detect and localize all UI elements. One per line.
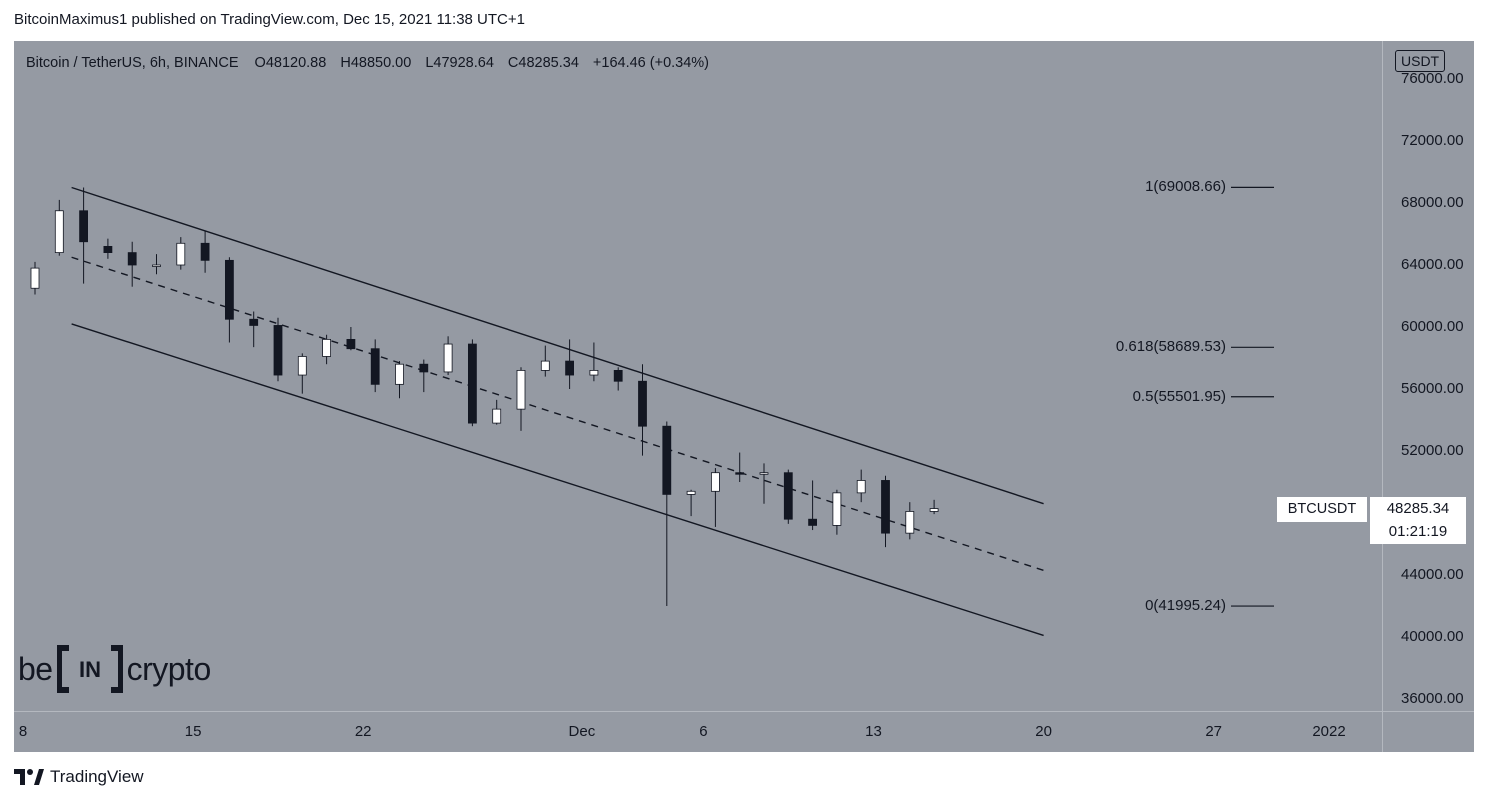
time-axis-tick-label: 15: [184, 723, 202, 740]
legend-high-label: H: [340, 55, 351, 71]
chart-frame[interactable]: Bitcoin / TetherUS, 6h, BINANCE O48120.8…: [14, 41, 1474, 752]
candle-body: [297, 356, 307, 376]
candle-body: [54, 210, 64, 253]
time-axis-tick-label: 2022: [1312, 723, 1346, 740]
candle-body: [565, 360, 574, 376]
legend-open: 48120.88: [265, 55, 327, 71]
candle-body: [395, 363, 404, 385]
candle-body: [662, 425, 672, 495]
candle-body: [273, 325, 283, 376]
footer-brand: TradingView: [50, 767, 144, 786]
candle-body: [783, 472, 793, 520]
legend-close-label: C: [507, 55, 519, 71]
candle-body: [881, 480, 890, 534]
time-axis-tick-label: 22: [354, 723, 372, 740]
candle-body: [176, 242, 186, 266]
currency-button[interactable]: USDT: [1395, 50, 1446, 72]
legend-close: 48285.34: [518, 55, 579, 71]
time-axis-tick-label: 8: [18, 723, 28, 740]
candle-body: [370, 348, 380, 385]
channel-median-line: [71, 256, 1044, 572]
channel-upper-line: [71, 186, 1044, 505]
price-axis-divider: [1382, 41, 1383, 752]
fib-level-label[interactable]: 1(69008.66): [1145, 178, 1226, 196]
candle-body: [686, 490, 696, 495]
symbol-price-tag: BTCUSDT: [1277, 497, 1367, 522]
candle-body: [467, 343, 477, 424]
price-axis-tick-label: 68000.00: [1401, 194, 1464, 211]
candle-body: [200, 242, 210, 261]
legend-symbol: Bitcoin / TetherUS, 6h, BINANCE: [26, 55, 239, 71]
candle-body: [79, 210, 88, 243]
candle-body: [516, 369, 526, 410]
price-axis-tick-label: 44000.00: [1401, 566, 1464, 583]
logo-text-right: crypto: [126, 650, 212, 687]
logo-text-left: be: [18, 650, 53, 687]
legend-low-label: L: [425, 55, 434, 71]
beincrypto-logo: be IN crypto: [18, 644, 211, 694]
legend-low: 47928.64: [433, 55, 494, 71]
time-axis-divider: [14, 711, 1474, 712]
last-price-value: 48285.34: [1386, 500, 1450, 517]
candle-body: [492, 408, 502, 424]
candle-body: [346, 338, 356, 350]
legend-high: 48850.00: [350, 55, 412, 71]
candle-body: [832, 492, 842, 526]
candle-body: [735, 472, 745, 475]
publish-info: BitcoinMaximus1 published on TradingView…: [14, 11, 525, 28]
logo-text-middle: IN: [79, 657, 101, 682]
legend-open-label: O: [254, 55, 266, 71]
bar-countdown: 01:21:19: [1388, 523, 1448, 540]
candle-body: [540, 360, 550, 371]
chart-plot[interactable]: [14, 41, 1474, 752]
time-axis-tick-label: 27: [1205, 723, 1223, 740]
candle-body: [856, 480, 866, 494]
price-axis-tick-label: 56000.00: [1401, 380, 1464, 397]
symbol-legend[interactable]: Bitcoin / TetherUS, 6h, BINANCE O48120.8…: [26, 55, 713, 71]
fib-level-label[interactable]: 0(41995.24): [1145, 597, 1226, 615]
tradingview-logo-icon: [14, 769, 44, 785]
candle-body: [419, 363, 429, 373]
price-axis-tick-label: 60000.00: [1401, 318, 1464, 335]
candle-body: [905, 511, 915, 534]
fib-level-label[interactable]: 0.5(55501.95): [1132, 387, 1226, 405]
candle-body: [638, 380, 647, 427]
price-axis-tick-label: 64000.00: [1401, 256, 1464, 273]
candle-body: [152, 264, 161, 267]
time-axis-tick-label: 20: [1035, 723, 1052, 740]
price-axis-tick-label: 76000.00: [1401, 70, 1464, 87]
candle-body: [224, 259, 234, 320]
candle-body: [711, 472, 720, 492]
candle-body: [613, 369, 623, 382]
candle-body: [103, 245, 113, 253]
candle-body: [127, 252, 137, 266]
logo-box: IN: [55, 644, 124, 694]
last-price-tag: 48285.34 01:21:19: [1370, 497, 1466, 544]
candle-body: [929, 508, 939, 512]
price-axis-tick-label: 72000.00: [1401, 132, 1464, 149]
channel-lower-line: [71, 323, 1044, 637]
legend-change: +164.46 (+0.34%): [592, 55, 710, 71]
candle-body: [443, 343, 453, 373]
fib-level-label[interactable]: 0.618(58689.53): [1115, 338, 1226, 356]
candle-body: [589, 369, 599, 376]
time-axis-tick-label: 6: [699, 723, 708, 740]
tradingview-footer[interactable]: TradingView: [14, 767, 144, 787]
candle-body: [30, 267, 40, 289]
time-axis-tick-label: 13: [865, 723, 882, 740]
time-axis-tick-label: Dec: [568, 723, 596, 740]
price-axis-tick-label: 52000.00: [1401, 442, 1464, 459]
candle-body: [249, 318, 259, 326]
candle-body: [322, 338, 332, 357]
price-axis-tick-label: 36000.00: [1401, 690, 1464, 707]
candle-body: [808, 518, 817, 526]
candle-body: [759, 472, 769, 475]
price-axis-tick-label: 40000.00: [1401, 628, 1464, 645]
